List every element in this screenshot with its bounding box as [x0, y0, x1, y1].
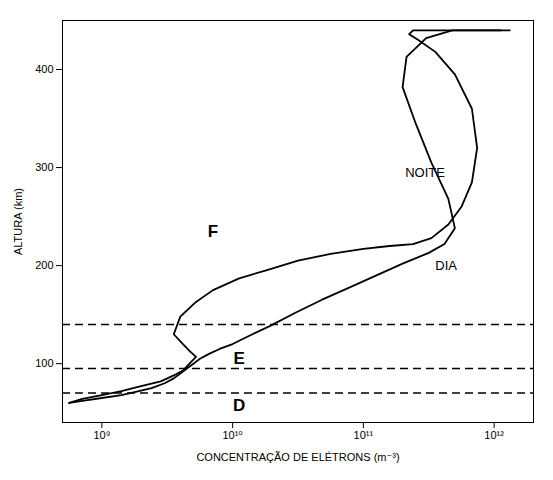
svg-text:400: 400 [35, 63, 53, 75]
svg-text:NOITE: NOITE [405, 165, 445, 180]
svg-text:200: 200 [35, 259, 53, 271]
svg-text:CONCENTRAÇÃO DE ELÉTRONS (m⁻³): CONCENTRAÇÃO DE ELÉTRONS (m⁻³) [196, 451, 399, 463]
svg-text:D: D [233, 396, 245, 415]
svg-text:100: 100 [35, 357, 53, 369]
svg-text:10¹⁰: 10¹⁰ [222, 429, 243, 441]
svg-text:E: E [233, 349, 244, 368]
svg-text:DIA: DIA [435, 258, 457, 273]
svg-text:10¹²: 10¹² [484, 429, 504, 441]
svg-text:300: 300 [35, 161, 53, 173]
svg-text:10¹¹: 10¹¹ [354, 429, 374, 441]
svg-text:ALTURA (km): ALTURA (km) [12, 188, 24, 255]
svg-text:10⁹: 10⁹ [93, 429, 110, 441]
svg-text:F: F [208, 222, 218, 241]
